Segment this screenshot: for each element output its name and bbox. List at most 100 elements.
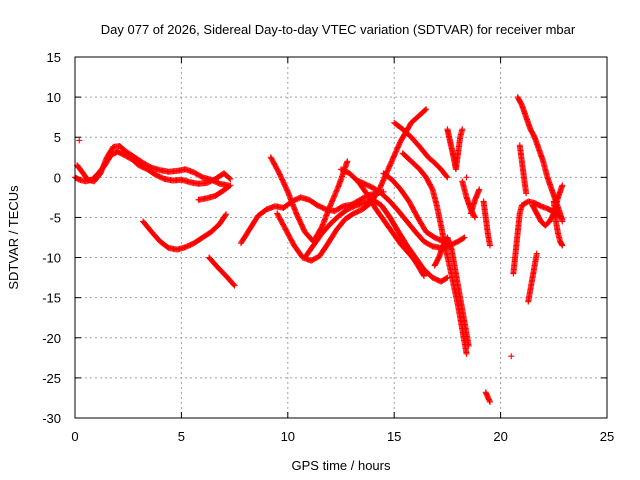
y-axis-label: SDTVAR / TECUs bbox=[6, 185, 21, 290]
track-marker bbox=[533, 251, 540, 258]
track-marker bbox=[427, 241, 434, 248]
track-marker bbox=[442, 172, 449, 179]
track-marker bbox=[370, 202, 377, 209]
track-marker bbox=[532, 208, 539, 215]
track-marker bbox=[158, 174, 165, 181]
track-marker bbox=[229, 280, 236, 287]
y-tick-label: -30 bbox=[42, 411, 61, 426]
track-marker bbox=[442, 275, 449, 282]
track-marker bbox=[127, 155, 134, 162]
track-marker bbox=[385, 212, 392, 219]
track-marker bbox=[463, 349, 470, 356]
track-marker bbox=[427, 272, 434, 279]
y-tick-label: -20 bbox=[42, 331, 61, 346]
track-marker bbox=[261, 208, 268, 215]
track-marker bbox=[225, 183, 232, 190]
track-marker bbox=[332, 228, 339, 235]
track-marker bbox=[354, 198, 361, 205]
track-marker bbox=[100, 164, 107, 171]
track-marker bbox=[433, 201, 440, 208]
track-marker bbox=[517, 99, 524, 106]
track-marker bbox=[323, 242, 330, 249]
track-marker bbox=[146, 226, 153, 233]
track-marker bbox=[486, 397, 493, 404]
track-marker bbox=[214, 179, 221, 186]
y-tick-label: -5 bbox=[49, 210, 61, 225]
track-marker bbox=[283, 186, 290, 193]
track-marker bbox=[443, 275, 450, 282]
track-marker bbox=[350, 203, 357, 210]
y-tick-label: -15 bbox=[42, 291, 61, 306]
track-marker bbox=[245, 228, 252, 235]
y-tick-label: 15 bbox=[47, 50, 61, 65]
x-axis-label: GPS time / hours bbox=[292, 458, 391, 473]
track-marker bbox=[221, 271, 228, 278]
track-marker bbox=[312, 201, 319, 208]
track-marker bbox=[436, 164, 443, 171]
track-marker bbox=[379, 214, 386, 221]
x-tick-label: 15 bbox=[387, 429, 401, 444]
track-marker bbox=[367, 183, 374, 190]
track-marker bbox=[558, 183, 565, 190]
x-tick-label: 20 bbox=[493, 429, 507, 444]
track-marker bbox=[421, 226, 428, 233]
track-marker bbox=[393, 206, 400, 213]
track-marker bbox=[342, 208, 349, 215]
track-marker bbox=[410, 226, 417, 233]
track-marker bbox=[308, 244, 315, 251]
track-marker bbox=[226, 183, 233, 190]
track-marker bbox=[386, 175, 393, 182]
track-marker bbox=[163, 243, 170, 250]
track-marker bbox=[452, 239, 459, 246]
track-marker bbox=[320, 205, 327, 212]
y-tick-label: -10 bbox=[42, 251, 61, 266]
track-marker bbox=[413, 211, 420, 218]
data-point bbox=[508, 353, 515, 360]
track-marker bbox=[406, 122, 413, 129]
track-marker bbox=[221, 213, 228, 220]
track-marker bbox=[333, 214, 340, 221]
track-marker bbox=[230, 281, 237, 288]
track-marker bbox=[421, 172, 428, 179]
track-marker bbox=[471, 213, 478, 220]
track-marker bbox=[358, 179, 365, 186]
track-marker bbox=[523, 199, 530, 206]
track-marker bbox=[226, 175, 233, 182]
track-marker bbox=[188, 241, 195, 248]
track-marker bbox=[376, 188, 383, 195]
track-marker bbox=[429, 233, 436, 240]
track-marker bbox=[558, 214, 565, 221]
track-marker bbox=[218, 188, 225, 195]
track-marker bbox=[458, 127, 465, 134]
track-marker bbox=[419, 264, 426, 271]
track-marker bbox=[344, 169, 351, 176]
track-marker bbox=[300, 226, 307, 233]
track-marker bbox=[253, 215, 260, 222]
track-marker bbox=[361, 188, 368, 195]
track-marker bbox=[396, 238, 403, 245]
track-marker bbox=[325, 222, 332, 229]
track-marker bbox=[317, 232, 324, 239]
track-marker bbox=[197, 172, 204, 179]
chart-title: Day 077 of 2026, Sidereal Day-to-day VTE… bbox=[101, 22, 576, 37]
track-marker bbox=[406, 132, 413, 139]
track-marker bbox=[434, 256, 441, 263]
track-marker bbox=[356, 207, 363, 214]
track-marker bbox=[197, 235, 204, 242]
track-marker bbox=[423, 152, 430, 159]
track-marker bbox=[415, 141, 422, 148]
track-marker bbox=[421, 107, 428, 114]
track-marker bbox=[410, 252, 417, 259]
track-marker bbox=[536, 216, 543, 223]
plot-frame bbox=[74, 56, 608, 419]
track-marker bbox=[396, 140, 403, 147]
track-marker bbox=[460, 235, 467, 242]
x-tick-label: 10 bbox=[281, 429, 295, 444]
track-marker bbox=[419, 236, 426, 243]
track-marker bbox=[394, 226, 401, 233]
track-marker bbox=[557, 213, 564, 220]
track-marker bbox=[225, 174, 232, 181]
track-marker bbox=[141, 165, 148, 172]
data-point bbox=[76, 137, 83, 144]
